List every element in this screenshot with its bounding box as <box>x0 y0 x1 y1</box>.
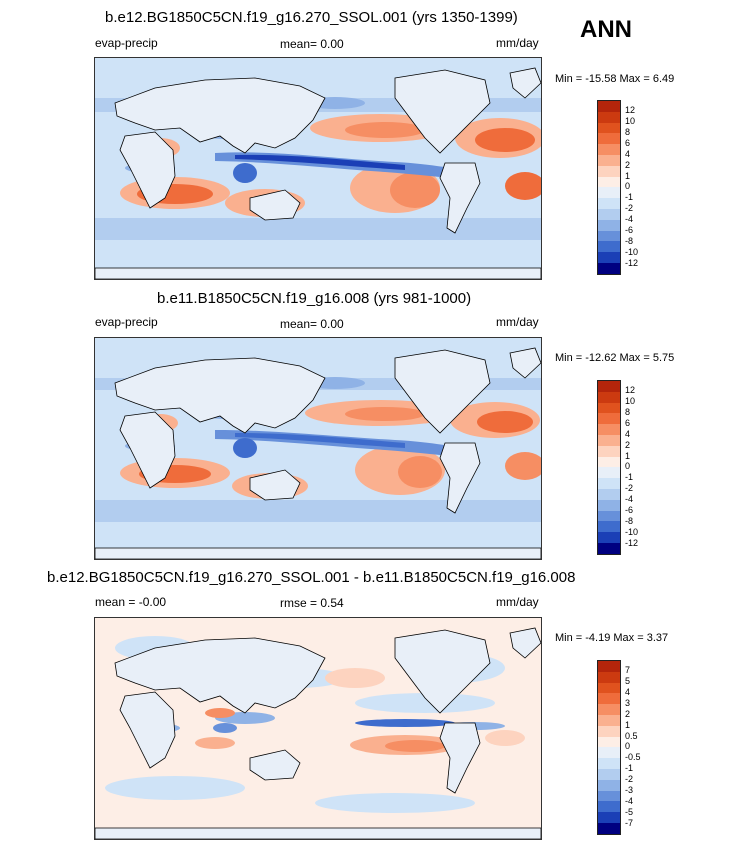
panel1-tick: -8 <box>625 236 634 246</box>
panel2-tick: 4 <box>625 429 631 439</box>
panel3-tick: -2 <box>625 774 634 784</box>
panel3-tick: -7 <box>625 818 634 828</box>
panel3-tick: -4 <box>625 796 634 806</box>
panel3-colorbar <box>597 660 621 835</box>
panel3-tick: 7 <box>625 665 631 675</box>
panel1-tick: -4 <box>625 214 634 224</box>
panel3-units-label: mm/day <box>496 595 539 609</box>
panel2-tick: 12 <box>625 385 636 395</box>
panel2-tick: 10 <box>625 396 636 406</box>
panel3-minmax: Min = -4.19 Max = 3.37 <box>555 632 669 644</box>
panel1-title: b.e12.BG1850C5CN.f19_g16.270_SSOL.001 (y… <box>105 9 518 26</box>
panel2-units-label: mm/day <box>496 315 539 329</box>
panel1-colorbar <box>597 100 621 275</box>
panel1-tick: 12 <box>625 105 636 115</box>
panel2-minmax: Min = -12.62 Max = 5.75 <box>555 352 675 364</box>
panel3-mean-label: mean = -0.00 <box>95 595 167 609</box>
panel2-mean-label: mean= 0.00 <box>280 317 344 331</box>
panel2-tick: -2 <box>625 483 634 493</box>
panel3-rmse-label: rmse = 0.54 <box>280 596 344 610</box>
panel3-tick: 4 <box>625 687 631 697</box>
panel3-title: b.e12.BG1850C5CN.f19_g16.270_SSOL.001 - … <box>47 569 576 586</box>
panel3-tick: -5 <box>625 807 634 817</box>
panel1-minmax: Min = -15.58 Max = 6.49 <box>555 73 675 85</box>
panel2-tick: 1 <box>625 451 631 461</box>
panel2-tick: 8 <box>625 407 631 417</box>
panel1-tick: 4 <box>625 149 631 159</box>
panel3-tick: 0 <box>625 741 631 751</box>
panel2-tick: -1 <box>625 472 634 482</box>
panel3-tick: 0.5 <box>625 731 638 741</box>
panel2-map-field <box>95 338 541 559</box>
panel2-tick: -8 <box>625 516 634 526</box>
panel2-tick: -4 <box>625 494 634 504</box>
panel2-tick: -12 <box>625 538 639 548</box>
panel3-tick: 1 <box>625 720 631 730</box>
panel1-tick: -2 <box>625 203 634 213</box>
panel1-tick: -12 <box>625 258 639 268</box>
panel1-mean-label: mean= 0.00 <box>280 37 344 51</box>
panel3-map <box>94 617 542 840</box>
panel2-tick: -10 <box>625 527 639 537</box>
panel1-tick: 1 <box>625 171 631 181</box>
panel1-tick: -1 <box>625 192 634 202</box>
panel1-tick: -6 <box>625 225 634 235</box>
panel3-tick: 5 <box>625 676 631 686</box>
panel1-units-label: mm/day <box>496 36 539 50</box>
panel3-tick: 3 <box>625 698 631 708</box>
panel2-colorbar <box>597 380 621 555</box>
panel2-map <box>94 337 542 560</box>
panel1-variable-label: evap-precip <box>95 36 158 50</box>
panel1-tick: 8 <box>625 127 631 137</box>
panel3-tick: 2 <box>625 709 631 719</box>
panel2-variable-label: evap-precip <box>95 315 158 329</box>
panel3-map-field <box>95 618 541 839</box>
panel2-tick: -6 <box>625 505 634 515</box>
panel2-tick: 0 <box>625 461 631 471</box>
panel3-tick: -3 <box>625 785 634 795</box>
panel2-tick: 6 <box>625 418 631 428</box>
panel3-tick: -0.5 <box>625 752 641 762</box>
panel1-tick: 6 <box>625 138 631 148</box>
panel1-tick: 10 <box>625 116 636 126</box>
panel2-title: b.e11.B1850C5CN.f19_g16.008 (yrs 981-100… <box>157 290 472 307</box>
panel1-map <box>94 57 542 280</box>
season-label: ANN <box>580 16 632 43</box>
panel2-tick: 2 <box>625 440 631 450</box>
panel1-tick: 2 <box>625 160 631 170</box>
panel1-map-field <box>95 58 541 279</box>
panel1-tick: 0 <box>625 181 631 191</box>
panel1-tick: -10 <box>625 247 639 257</box>
panel3-tick: -1 <box>625 763 634 773</box>
